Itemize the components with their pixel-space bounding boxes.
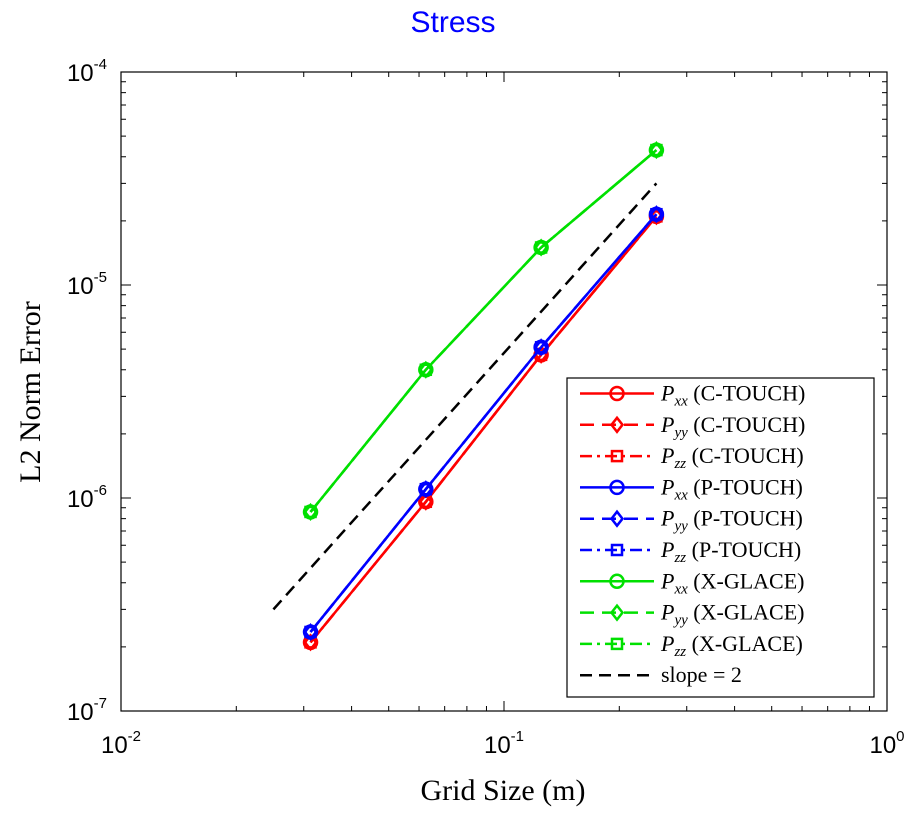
legend-entry: Pyy (X-GLACE) bbox=[580, 600, 804, 629]
legend-entry: Pzz (P-TOUCH) bbox=[580, 537, 801, 566]
legend-entry: Pyy (P-TOUCH) bbox=[580, 506, 803, 535]
series-layer bbox=[272, 141, 665, 652]
legend-marker bbox=[610, 543, 624, 557]
data-point bbox=[534, 241, 548, 254]
legend-label: Pyy (C-TOUCH) bbox=[660, 412, 805, 441]
legend-entry: Pyy (C-TOUCH) bbox=[580, 412, 805, 441]
legend-marker bbox=[610, 449, 624, 463]
legend-label: Pyy (X-GLACE) bbox=[660, 600, 804, 629]
series-8 bbox=[304, 143, 663, 519]
data-point bbox=[303, 633, 318, 652]
legend-label: Pzz (X-GLACE) bbox=[660, 631, 803, 660]
data-point bbox=[534, 338, 549, 357]
data-point bbox=[534, 341, 548, 354]
legend-marker bbox=[609, 385, 625, 402]
legend-label: Pxx (X-GLACE) bbox=[660, 568, 804, 597]
legend-entry: Pzz (C-TOUCH) bbox=[580, 443, 804, 472]
series-4 bbox=[303, 205, 664, 641]
data-point bbox=[419, 363, 433, 377]
series-line bbox=[309, 149, 658, 513]
legend-entry-reference: slope = 2 bbox=[580, 662, 742, 687]
legend-entry: Pxx (X-GLACE) bbox=[580, 568, 804, 597]
series-line bbox=[309, 215, 658, 644]
x-tick-label: 10-1 bbox=[484, 728, 524, 759]
y-tick-label: 10-4 bbox=[67, 56, 107, 87]
legend-marker bbox=[609, 479, 625, 496]
data-point bbox=[649, 207, 664, 226]
data-point bbox=[649, 205, 664, 224]
y-tick-label: 10-5 bbox=[67, 269, 107, 300]
legend-marker bbox=[609, 415, 625, 434]
data-point bbox=[418, 492, 433, 511]
legend-marker bbox=[610, 637, 624, 651]
series-5 bbox=[304, 207, 663, 639]
data-point bbox=[303, 622, 318, 641]
legend-label: Pzz (P-TOUCH) bbox=[660, 537, 801, 566]
legend-marker bbox=[609, 509, 625, 528]
tick-labels: 10-2 10-1 100 10-7 10-6 10-5 10-4 bbox=[67, 56, 905, 759]
legend-entry: Pxx (P-TOUCH) bbox=[580, 474, 803, 503]
legend-label: Pyy (P-TOUCH) bbox=[660, 506, 803, 535]
y-axis-label: L2 Norm Error bbox=[14, 301, 47, 483]
legend-marker bbox=[609, 603, 625, 622]
legend-entry: Pzz (X-GLACE) bbox=[580, 631, 803, 660]
legend-entry: Pxx (C-TOUCH) bbox=[580, 381, 805, 410]
series-line bbox=[309, 213, 658, 633]
data-point bbox=[418, 480, 433, 499]
legend-marker bbox=[609, 573, 625, 590]
data-point bbox=[418, 360, 433, 379]
legend-label: Pxx (P-TOUCH) bbox=[660, 474, 803, 503]
chart-title: Stress bbox=[410, 6, 495, 39]
legend-label: slope = 2 bbox=[661, 662, 742, 687]
legend-label: Pzz (C-TOUCH) bbox=[660, 443, 804, 472]
x-axis-label: Grid Size (m) bbox=[421, 774, 586, 807]
series-line bbox=[309, 213, 658, 633]
slope-reference-line bbox=[272, 182, 658, 611]
axis-ticks bbox=[120, 72, 887, 712]
x-tick-label: 10-2 bbox=[101, 728, 141, 759]
data-point bbox=[650, 143, 663, 157]
legend-label: Pxx (C-TOUCH) bbox=[660, 381, 805, 410]
y-tick-label: 10-6 bbox=[67, 482, 107, 513]
legend: Pxx (C-TOUCH)Pyy (C-TOUCH)Pzz (C-TOUCH)P… bbox=[566, 377, 875, 698]
data-point bbox=[419, 482, 433, 496]
x-tick-label: 100 bbox=[869, 728, 904, 759]
data-point bbox=[649, 141, 664, 160]
data-point bbox=[650, 207, 663, 221]
data-point bbox=[304, 505, 317, 519]
data-point bbox=[304, 625, 317, 639]
y-tick-label: 10-7 bbox=[67, 695, 107, 726]
data-point bbox=[303, 502, 318, 521]
